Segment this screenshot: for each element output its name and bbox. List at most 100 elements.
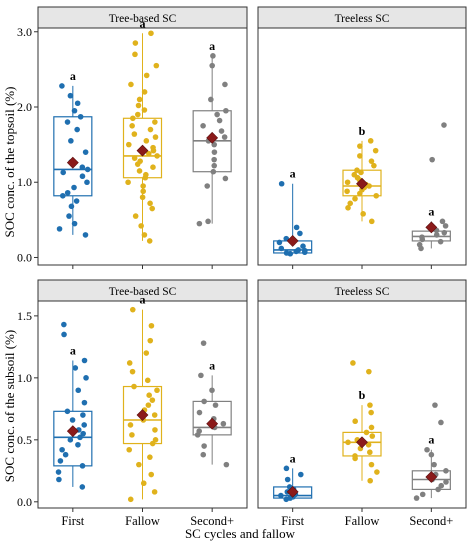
- data-point: [428, 451, 435, 458]
- data-point: [141, 89, 148, 95]
- data-point: [150, 164, 156, 170]
- data-point: [204, 183, 211, 189]
- data-point: [201, 398, 207, 405]
- data-point: [293, 224, 300, 231]
- data-point: [352, 418, 358, 425]
- mean-marker: [286, 234, 299, 247]
- data-point: [371, 162, 377, 169]
- box-secondplus: a Second+: [409, 402, 453, 528]
- data-point: [127, 422, 134, 428]
- data-point: [81, 357, 88, 364]
- data-point: [137, 158, 143, 164]
- y-tick-label: 2.0: [17, 100, 32, 114]
- data-point: [136, 96, 143, 103]
- data-point: [136, 461, 142, 468]
- data-point: [130, 115, 136, 122]
- y-tick-label: 1.0: [17, 175, 32, 189]
- data-point: [367, 449, 373, 456]
- data-point: [62, 451, 69, 458]
- data-point: [145, 150, 152, 157]
- data-point: [131, 155, 138, 161]
- data-point: [196, 220, 203, 227]
- data-point: [79, 164, 86, 170]
- data-point: [152, 134, 159, 140]
- data-point: [68, 203, 75, 210]
- data-point: [135, 102, 142, 109]
- data-point: [79, 463, 86, 469]
- data-point: [132, 51, 138, 58]
- significance-letter: a: [428, 204, 434, 218]
- data-point: [373, 192, 380, 199]
- mean-marker: [286, 485, 299, 498]
- data-point: [366, 368, 372, 375]
- data-point: [71, 184, 77, 191]
- data-point: [80, 412, 86, 418]
- data-point: [222, 175, 229, 182]
- panel-strip-label: Treeless SC: [335, 13, 390, 25]
- data-point: [61, 331, 67, 338]
- panel-topsoil-treeless-sc: Treeless SC a b a: [257, 6, 467, 269]
- box-fallow: b Fallow: [342, 360, 382, 528]
- data-point: [283, 465, 290, 472]
- data-point: [201, 443, 207, 449]
- data-point: [69, 417, 76, 423]
- data-point: [127, 496, 134, 503]
- box-first: a: [273, 167, 313, 269]
- mean-marker: [356, 436, 368, 449]
- data-point: [368, 409, 374, 416]
- data-point: [344, 188, 350, 195]
- data-point: [152, 437, 159, 443]
- data-point: [149, 205, 156, 212]
- data-point: [345, 439, 351, 446]
- data-point: [365, 441, 372, 448]
- data-point: [209, 387, 215, 394]
- significance-letter: a: [70, 69, 76, 83]
- data-point: [443, 468, 449, 474]
- data-point: [141, 107, 148, 113]
- x-tick-label: Fallow: [345, 514, 380, 528]
- data-point: [435, 486, 441, 493]
- data-point: [61, 321, 67, 328]
- data-point: [73, 198, 80, 204]
- data-point: [367, 477, 373, 484]
- data-point: [71, 220, 78, 227]
- data-point: [210, 168, 217, 175]
- y-tick-label: 0.0: [17, 495, 32, 509]
- data-point: [357, 153, 363, 159]
- data-point: [372, 147, 379, 154]
- data-point: [75, 441, 81, 448]
- panel-strip-label: Treeless SC: [335, 286, 390, 298]
- data-point: [211, 141, 218, 148]
- data-point: [344, 179, 351, 186]
- significance-letter: a: [70, 343, 76, 357]
- data-point: [77, 434, 83, 441]
- data-point: [278, 492, 284, 499]
- data-point: [143, 171, 149, 178]
- data-point: [438, 419, 444, 426]
- data-point: [60, 192, 66, 199]
- panel-strip-label: Tree-based SC: [109, 286, 177, 298]
- data-point: [77, 113, 84, 120]
- data-point: [429, 156, 435, 163]
- data-point: [200, 340, 207, 346]
- data-point: [79, 173, 86, 180]
- box-first: a First: [53, 321, 93, 528]
- data-point: [211, 156, 217, 163]
- data-point: [154, 153, 160, 159]
- data-point: [140, 183, 146, 189]
- data-point: [221, 134, 228, 140]
- data-point: [154, 387, 160, 394]
- data-point: [433, 232, 440, 238]
- data-point: [136, 168, 143, 174]
- data-point: [81, 422, 87, 428]
- data-point: [218, 128, 225, 134]
- y-tick-label: 1.5: [17, 309, 32, 323]
- data-point: [345, 205, 351, 211]
- y-tick-label: 1.0: [17, 371, 32, 385]
- data-point: [360, 211, 366, 217]
- data-point: [141, 232, 148, 238]
- data-point: [82, 232, 89, 238]
- data-point: [439, 218, 446, 225]
- data-point: [153, 62, 160, 69]
